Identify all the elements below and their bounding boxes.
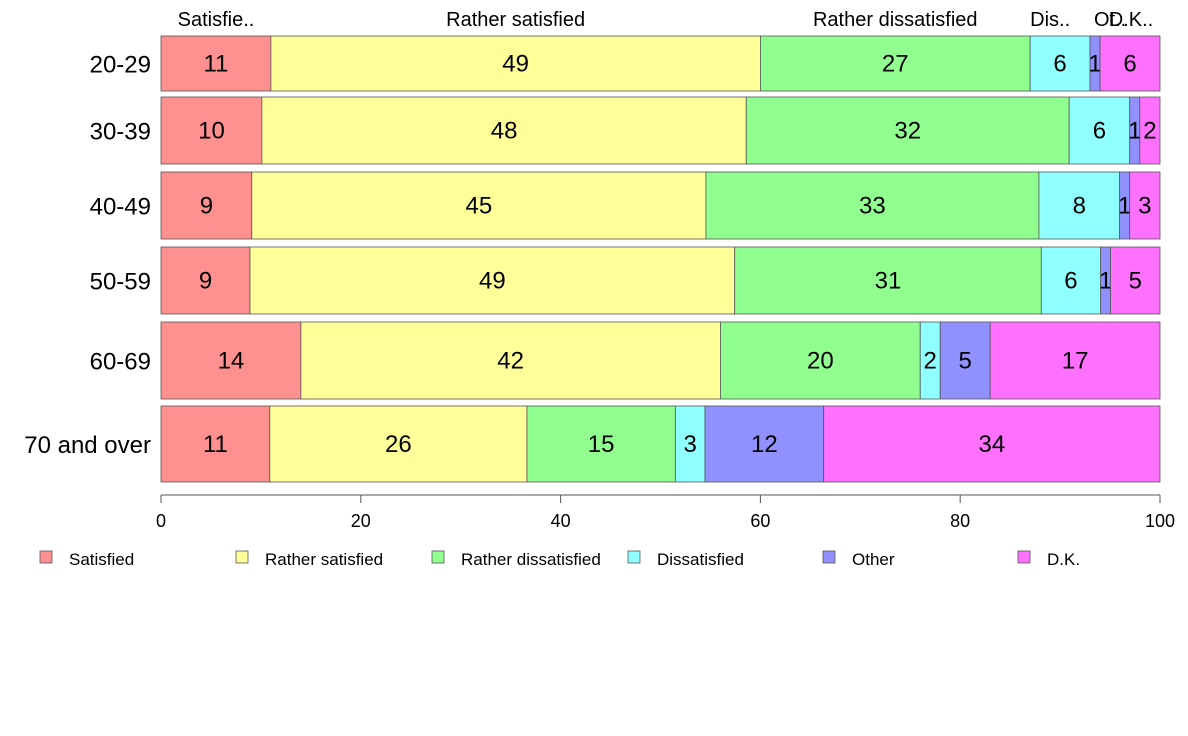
data-label: 26 xyxy=(385,431,412,458)
category-labels: 20-29 30-39 40-49 50-59 60-69 70 and over xyxy=(24,52,151,460)
segment-header-label: Ot.. xyxy=(1094,9,1126,31)
bar-segment xyxy=(1068,96,1131,165)
data-label: 48 xyxy=(491,118,518,145)
data-label: 3 xyxy=(1138,193,1151,220)
bar-segment xyxy=(160,321,302,400)
data-label: 34 xyxy=(978,431,1005,458)
data-label: 6 xyxy=(1053,51,1066,78)
bar-segment xyxy=(261,96,747,165)
bar-segment xyxy=(1099,35,1161,92)
bar-segment xyxy=(270,35,761,92)
bar-segment xyxy=(1038,171,1121,240)
segment-header-label: D.K.. xyxy=(1109,9,1153,31)
data-label: 15 xyxy=(588,431,615,458)
bar-segment xyxy=(269,405,528,483)
data-label: 6 xyxy=(1093,118,1106,145)
bar-segment xyxy=(1139,96,1161,165)
data-label: 1 xyxy=(1128,118,1141,145)
x-tick-label: 100 xyxy=(1145,511,1175,531)
segment-header-label: Satisfie.. xyxy=(178,9,255,31)
x-axis: 0 20 40 60 80 100 xyxy=(156,494,1175,531)
bar-segment xyxy=(160,171,253,240)
bar-segment xyxy=(1129,171,1161,240)
bar-segment xyxy=(989,321,1161,400)
legend-label: Rather dissatisfied xyxy=(461,550,601,569)
data-label: 42 xyxy=(497,348,524,375)
data-label: 9 xyxy=(199,268,212,295)
legend-swatch xyxy=(431,550,445,564)
category-label: 50-59 xyxy=(90,269,151,296)
data-label: 5 xyxy=(959,348,972,375)
data-label: 1 xyxy=(1099,268,1112,295)
data-label: 33 xyxy=(859,193,886,220)
x-tick-label: 20 xyxy=(351,511,371,531)
data-label: 12 xyxy=(751,431,778,458)
bar-segment xyxy=(1110,246,1161,315)
data-label: 6 xyxy=(1064,268,1077,295)
data-label: 5 xyxy=(1129,268,1142,295)
bar-segment xyxy=(251,171,707,240)
bar-segment xyxy=(300,321,721,400)
legend: Satisfied Rather satisfied Rather dissatis… xyxy=(39,550,1080,569)
data-label: 6 xyxy=(1123,51,1136,78)
data-label: 49 xyxy=(479,268,506,295)
legend-label: Rather satisfied xyxy=(265,550,383,569)
data-label: 45 xyxy=(466,193,493,220)
bar-segment xyxy=(249,246,736,315)
data-label: 20 xyxy=(807,348,834,375)
legend-swatch xyxy=(39,550,53,564)
legend-label: Other xyxy=(852,550,895,569)
legend-swatch xyxy=(235,550,249,564)
bar-segment xyxy=(705,171,1040,240)
bar-segment xyxy=(720,321,921,400)
x-tick-label: 80 xyxy=(950,511,970,531)
data-label: 11 xyxy=(203,431,228,458)
data-label: 17 xyxy=(1062,348,1089,375)
bar-rows: 11 49 27 6 1 610 48 32 6 1 29 45 33 8 1 39 49 31 6 1 514 42 20… xyxy=(160,35,1161,483)
bar-segment xyxy=(160,96,263,165)
data-label: 11 xyxy=(203,51,228,78)
segment-header-label: Dis.. xyxy=(1030,9,1070,31)
data-label: 1 xyxy=(1118,193,1131,220)
category-label: 20-29 xyxy=(90,52,151,79)
category-label: 30-39 xyxy=(90,119,151,146)
data-label: 14 xyxy=(218,348,245,375)
bar-segment xyxy=(704,405,825,483)
data-label: 10 xyxy=(198,118,225,145)
category-label: 40-49 xyxy=(90,194,151,221)
x-tick-label: 0 xyxy=(156,511,166,531)
legend-swatch xyxy=(822,550,836,564)
data-label: 2 xyxy=(1143,118,1156,145)
segment-header-labels: Satisfie.. Rather satisfied Rather dissati… xyxy=(178,9,1154,31)
legend-swatch xyxy=(627,550,641,564)
bar-segment xyxy=(160,246,251,315)
bar-segment xyxy=(160,405,271,483)
legend-label: Satisfied xyxy=(69,550,134,569)
data-label: 9 xyxy=(200,193,213,220)
data-label: 32 xyxy=(894,118,921,145)
segment-header-label: Rather dissatisfied xyxy=(813,9,978,31)
data-label: 1 xyxy=(1088,51,1101,78)
bar-segment xyxy=(823,405,1161,483)
segment-header-label: Rather satisfied xyxy=(446,9,585,31)
legend-label: Dissatisfied xyxy=(657,550,744,569)
data-label: 31 xyxy=(875,268,902,295)
data-label: 27 xyxy=(882,51,909,78)
bar-segment xyxy=(939,321,991,400)
x-tick-label: 40 xyxy=(551,511,571,531)
legend-swatch xyxy=(1017,550,1031,564)
data-label: 2 xyxy=(924,348,937,375)
data-label: 8 xyxy=(1073,193,1086,220)
bar-segment xyxy=(674,405,706,483)
category-label: 70 and over xyxy=(24,432,151,459)
x-tick-label: 60 xyxy=(750,511,770,531)
category-label: 60-69 xyxy=(90,349,151,376)
data-label: 3 xyxy=(683,431,696,458)
data-label: 49 xyxy=(502,51,529,78)
legend-label: D.K. xyxy=(1047,550,1080,569)
bar-segment xyxy=(526,405,676,483)
